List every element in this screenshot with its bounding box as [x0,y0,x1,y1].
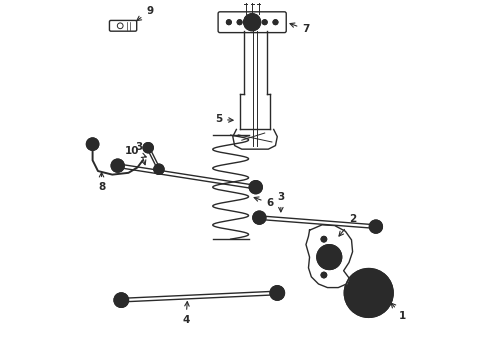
Circle shape [369,220,382,233]
Circle shape [253,211,266,224]
Circle shape [244,14,261,31]
Circle shape [344,269,393,318]
Circle shape [154,164,164,174]
Text: 10: 10 [125,146,146,157]
Circle shape [366,290,371,296]
Circle shape [373,300,378,305]
Text: 1: 1 [391,303,406,321]
Circle shape [226,20,231,25]
Text: 5: 5 [215,114,233,125]
Circle shape [111,159,124,172]
Circle shape [143,143,153,153]
Text: 6: 6 [254,197,274,208]
Polygon shape [306,225,353,288]
Circle shape [359,300,364,305]
Circle shape [114,293,128,307]
Circle shape [321,236,327,242]
FancyBboxPatch shape [109,21,137,31]
FancyBboxPatch shape [218,12,286,33]
Circle shape [273,20,278,25]
Circle shape [87,138,98,150]
Circle shape [366,279,371,284]
Circle shape [262,20,267,25]
Text: 2: 2 [339,215,356,236]
Circle shape [317,244,342,270]
Polygon shape [147,147,160,170]
Text: 7: 7 [290,23,310,35]
Polygon shape [118,164,256,189]
Circle shape [377,287,383,292]
Circle shape [249,181,262,194]
Text: 8: 8 [98,172,105,192]
Polygon shape [121,291,277,302]
Circle shape [270,286,285,300]
Text: 3: 3 [136,142,146,165]
Text: 9: 9 [137,6,153,21]
Circle shape [355,287,360,292]
Polygon shape [259,216,376,228]
Circle shape [237,20,242,25]
Text: 4: 4 [182,302,190,325]
Circle shape [321,272,327,278]
Polygon shape [233,130,277,149]
Text: 3: 3 [277,192,285,212]
